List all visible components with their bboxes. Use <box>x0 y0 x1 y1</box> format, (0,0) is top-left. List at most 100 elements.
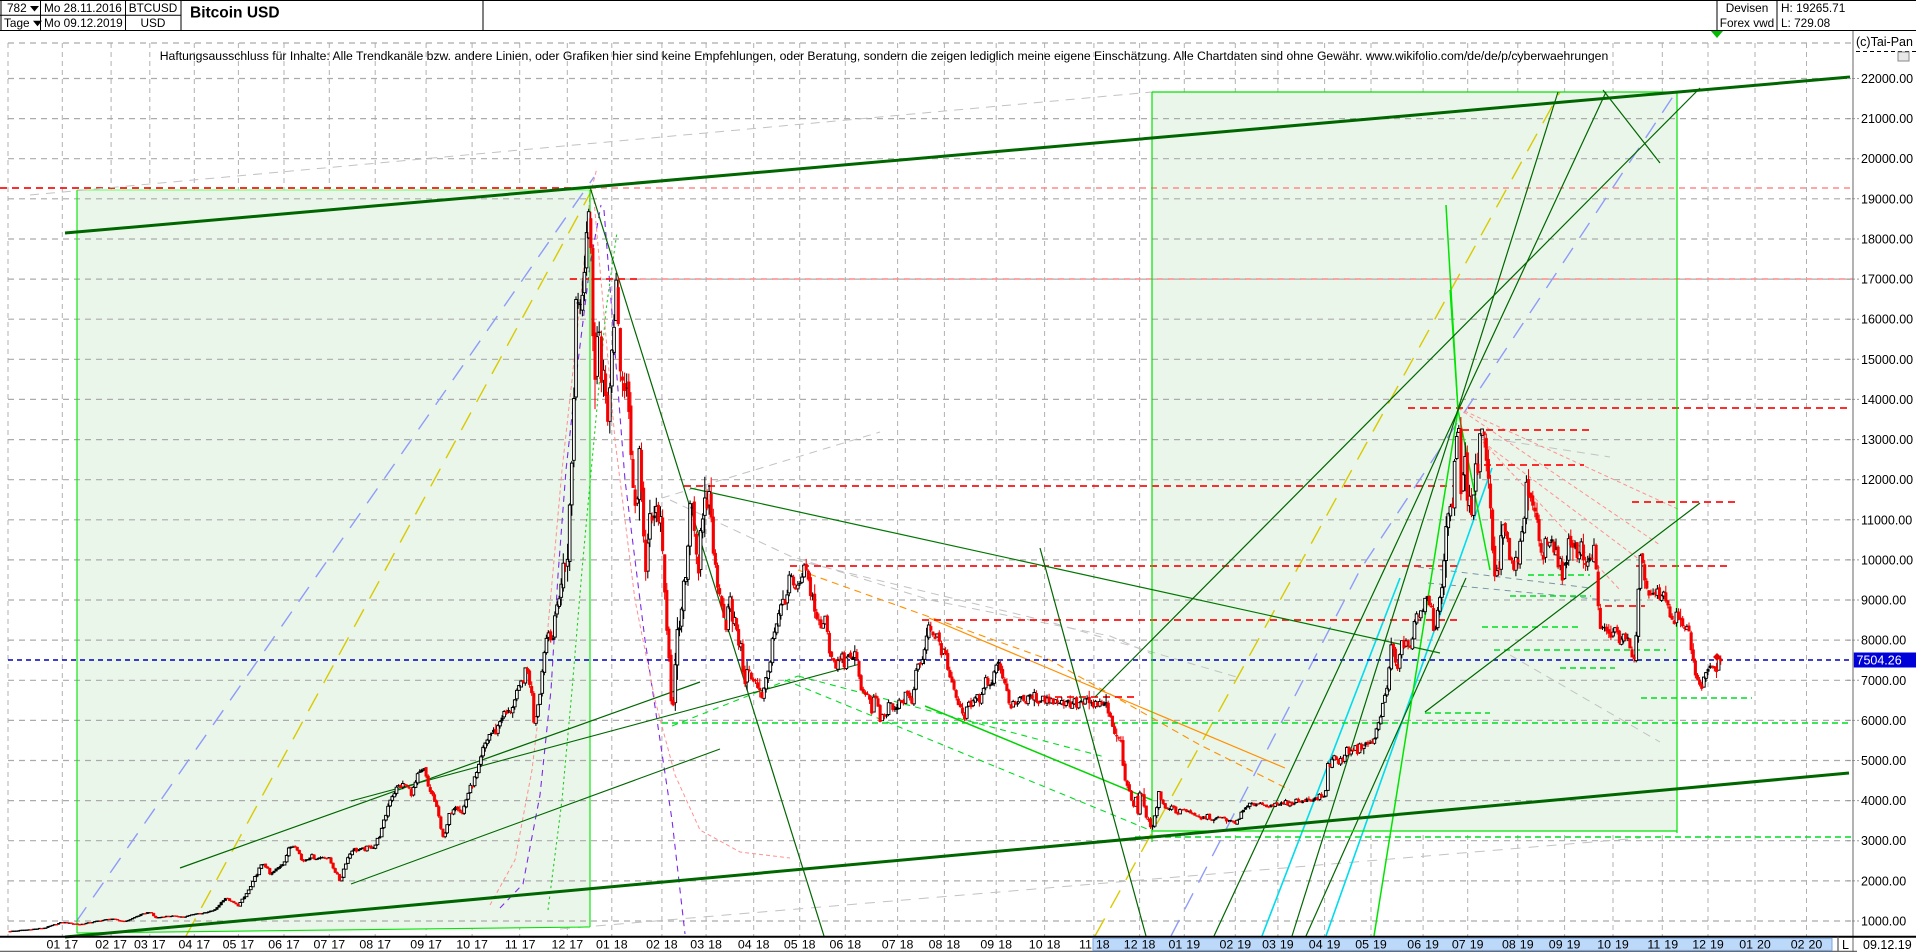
svg-text:782: 782 <box>7 1 27 15</box>
svg-text:07: 07 <box>314 937 328 951</box>
svg-text:01: 01 <box>47 937 61 951</box>
svg-text:4000.00: 4000.00 <box>1861 794 1906 808</box>
svg-text:18: 18 <box>847 937 861 951</box>
svg-text:17: 17 <box>474 937 488 951</box>
svg-text:5000.00: 5000.00 <box>1861 754 1906 768</box>
svg-text:07: 07 <box>882 937 896 951</box>
svg-text:H: 19265.71: H: 19265.71 <box>1781 1 1845 15</box>
svg-text:17000.00: 17000.00 <box>1861 273 1913 287</box>
svg-text:20000.00: 20000.00 <box>1861 152 1913 166</box>
svg-text:10: 10 <box>1597 937 1611 951</box>
svg-text:18: 18 <box>802 937 816 951</box>
svg-text:11000.00: 11000.00 <box>1861 513 1912 527</box>
svg-text:05: 05 <box>223 937 237 951</box>
svg-text:06: 06 <box>268 937 282 951</box>
svg-text:14000.00: 14000.00 <box>1861 393 1913 407</box>
svg-text:01: 01 <box>1739 937 1753 951</box>
svg-text:19: 19 <box>1237 937 1251 951</box>
svg-text:BTCUSD: BTCUSD <box>129 1 178 15</box>
svg-text:18: 18 <box>756 937 770 951</box>
svg-text:01: 01 <box>596 937 610 951</box>
svg-text:12: 12 <box>552 937 566 951</box>
svg-text:03: 03 <box>690 937 704 951</box>
svg-text:04: 04 <box>738 937 752 951</box>
svg-text:1000.00: 1000.00 <box>1861 915 1906 929</box>
svg-text:7504.26: 7504.26 <box>1857 654 1902 668</box>
svg-text:9000.00: 9000.00 <box>1861 594 1906 608</box>
svg-text:04: 04 <box>179 937 193 951</box>
svg-text:10: 10 <box>456 937 470 951</box>
svg-text:10000.00: 10000.00 <box>1861 553 1913 567</box>
svg-text:Mo 28.11.2016: Mo 28.11.2016 <box>44 1 122 15</box>
svg-text:10: 10 <box>1029 937 1043 951</box>
svg-text:11: 11 <box>1079 937 1092 951</box>
svg-text:11: 11 <box>1647 937 1660 951</box>
svg-text:19: 19 <box>1567 937 1581 951</box>
svg-text:07: 07 <box>1452 937 1466 951</box>
svg-text:02: 02 <box>95 937 109 951</box>
svg-text:7000.00: 7000.00 <box>1861 674 1906 688</box>
svg-text:18: 18 <box>664 937 678 951</box>
svg-text:17: 17 <box>152 937 166 951</box>
svg-text:19: 19 <box>1186 937 1200 951</box>
svg-text:17: 17 <box>331 937 345 951</box>
svg-text:18: 18 <box>1096 937 1110 951</box>
svg-text:22000.00: 22000.00 <box>1861 72 1913 86</box>
svg-text:L: L <box>1842 938 1849 952</box>
svg-text:17: 17 <box>522 937 536 951</box>
svg-text:6000.00: 6000.00 <box>1861 714 1906 728</box>
svg-text:18: 18 <box>900 937 914 951</box>
svg-text:11: 11 <box>505 937 518 951</box>
svg-text:20: 20 <box>1809 937 1823 951</box>
svg-text:19: 19 <box>1280 937 1294 951</box>
svg-text:8000.00: 8000.00 <box>1861 634 1906 648</box>
svg-text:09: 09 <box>410 937 424 951</box>
svg-text:03: 03 <box>1262 937 1276 951</box>
svg-text:18: 18 <box>614 937 628 951</box>
svg-text:19: 19 <box>1664 937 1678 951</box>
svg-text:18: 18 <box>1142 937 1156 951</box>
svg-text:Bitcoin USD: Bitcoin USD <box>190 5 280 22</box>
svg-text:17: 17 <box>64 937 78 951</box>
svg-text:13000.00: 13000.00 <box>1861 433 1913 447</box>
svg-text:04: 04 <box>1309 937 1323 951</box>
svg-text:19: 19 <box>1425 937 1439 951</box>
svg-text:19: 19 <box>1615 937 1629 951</box>
svg-text:17: 17 <box>286 937 300 951</box>
svg-text:Tage: Tage <box>4 16 30 30</box>
svg-text:05: 05 <box>784 937 798 951</box>
svg-text:19: 19 <box>1710 937 1724 951</box>
svg-text:19: 19 <box>1520 937 1534 951</box>
svg-text:18: 18 <box>946 937 960 951</box>
svg-text:Haftungsausschluss für Inhalte: Haftungsausschluss für Inhalte: Alle Tre… <box>160 49 1609 63</box>
svg-text:08: 08 <box>359 937 373 951</box>
svg-text:12: 12 <box>1124 937 1138 951</box>
svg-text:15000.00: 15000.00 <box>1861 353 1913 367</box>
svg-text:19: 19 <box>1373 937 1387 951</box>
svg-text:02: 02 <box>646 937 660 951</box>
svg-text:09: 09 <box>1549 937 1563 951</box>
svg-text:3000.00: 3000.00 <box>1861 834 1906 848</box>
svg-text:USD: USD <box>141 16 166 30</box>
svg-text:17: 17 <box>428 937 442 951</box>
svg-text:02: 02 <box>1220 937 1234 951</box>
svg-text:17: 17 <box>113 937 127 951</box>
svg-text:06: 06 <box>1407 937 1421 951</box>
svg-text:Mo 09.12.2019: Mo 09.12.2019 <box>44 16 123 30</box>
svg-text:(c)Tai-Pan: (c)Tai-Pan <box>1856 35 1913 49</box>
svg-text:Forex vwd: Forex vwd <box>1720 16 1774 30</box>
svg-text:05: 05 <box>1355 937 1369 951</box>
svg-text:12000.00: 12000.00 <box>1861 473 1913 487</box>
svg-text:21000.00: 21000.00 <box>1861 112 1913 126</box>
svg-text:18: 18 <box>708 937 722 951</box>
svg-text:18: 18 <box>998 937 1012 951</box>
svg-text:02: 02 <box>1791 937 1805 951</box>
svg-text:16000.00: 16000.00 <box>1861 313 1913 327</box>
svg-text:L: 729.08: L: 729.08 <box>1781 16 1831 30</box>
svg-text:18000.00: 18000.00 <box>1861 233 1913 247</box>
svg-text:17: 17 <box>569 937 583 951</box>
svg-text:08: 08 <box>1502 937 1516 951</box>
svg-text:03: 03 <box>134 937 148 951</box>
svg-text:20: 20 <box>1757 937 1771 951</box>
svg-text:09: 09 <box>980 937 994 951</box>
